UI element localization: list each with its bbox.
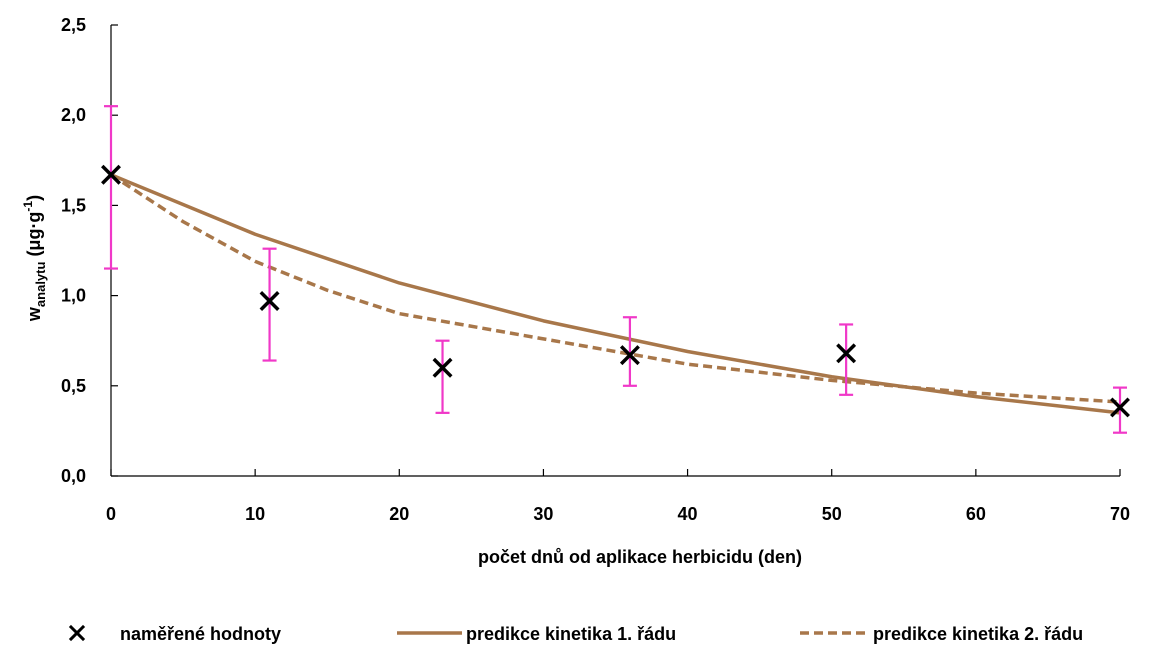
y-axis-title-unit-open: (μg·g xyxy=(24,212,44,262)
error-bar xyxy=(104,105,118,270)
first-order-line xyxy=(110,173,1121,415)
data-point-marker xyxy=(101,164,121,185)
y-axis-title-main: w xyxy=(24,306,44,322)
legend-item-second-order: predikce kinetika 2. řádu xyxy=(800,624,1083,644)
marker-stroke xyxy=(836,343,857,364)
y-axis-title-unit-sup: -1 xyxy=(21,201,35,212)
y-tick-label: 2,5 xyxy=(61,15,86,35)
x-tick-label: 60 xyxy=(966,504,986,524)
x-tick-label: 40 xyxy=(678,504,698,524)
y-axis-title-subscript: analytu xyxy=(33,262,48,308)
prediction-lines xyxy=(110,173,1121,415)
y-tick-label: 0,5 xyxy=(61,376,86,396)
legend: naměřené hodnoty predikce kinetika 1. řá… xyxy=(68,624,1083,644)
legend-swatch-x-marker xyxy=(68,624,86,642)
second-order-line xyxy=(110,173,1121,404)
legend-item-first-order: predikce kinetika 1. řádu xyxy=(397,624,676,644)
y-axis-title: wanalytu (μg·g-1) xyxy=(21,195,48,322)
error-bar xyxy=(435,339,450,414)
x-tick-label: 50 xyxy=(822,504,842,524)
data-point-marker xyxy=(619,345,640,366)
x-axis-title: počet dnů od aplikace herbicidu (den) xyxy=(478,547,802,567)
marker-stroke xyxy=(432,357,453,378)
legend-label-first-order: predikce kinetika 1. řádu xyxy=(466,624,676,644)
x-tick-label: 20 xyxy=(389,504,409,524)
y-axis-title-unit-close: ) xyxy=(24,195,44,201)
legend-item-measured: naměřené hodnoty xyxy=(68,624,281,644)
data-point-marker xyxy=(432,357,453,378)
x-tick-label: 0 xyxy=(106,504,116,524)
x-tick-label: 30 xyxy=(533,504,553,524)
error-bar xyxy=(1113,386,1127,434)
legend-label-second-order: predikce kinetika 2. řádu xyxy=(873,624,1083,644)
error-bar xyxy=(262,247,277,362)
data-point-marker xyxy=(259,291,280,311)
data-point-marker xyxy=(1110,397,1130,418)
error-bar xyxy=(622,316,637,387)
x-tick-label: 70 xyxy=(1110,504,1130,524)
error-bars xyxy=(104,105,1127,434)
axes xyxy=(110,24,1121,477)
y-tick-label: 1,0 xyxy=(61,286,86,306)
marker-stroke xyxy=(259,291,280,311)
data-point-marker xyxy=(836,343,857,364)
marker-stroke xyxy=(1110,397,1130,418)
x-tick-label: 10 xyxy=(245,504,265,524)
legend-label-measured: naměřené hodnoty xyxy=(120,624,281,644)
x-tick-labels: 0 10 20 30 40 50 60 70 xyxy=(106,504,1130,524)
y-tick-label: 2,0 xyxy=(61,105,86,125)
y-tick-label: 1,5 xyxy=(61,195,86,215)
error-bar xyxy=(839,323,854,396)
y-tick-labels: 0,0 0,5 1,0 1,5 2,0 2,5 xyxy=(61,15,86,486)
marker-stroke xyxy=(101,164,121,185)
y-tick-label: 0,0 xyxy=(61,466,86,486)
marker-stroke xyxy=(619,345,640,366)
measured-markers xyxy=(101,164,1130,418)
